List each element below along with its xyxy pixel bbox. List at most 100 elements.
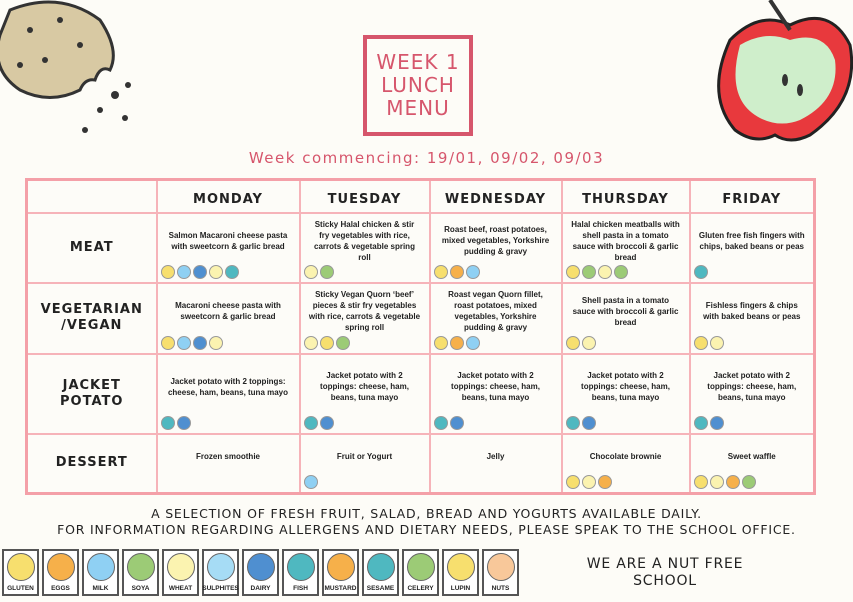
- gluten-icon: [433, 264, 448, 279]
- gluten-icon: [160, 264, 175, 279]
- menu-cell: Fishless fingers & chips with baked bean…: [688, 281, 816, 355]
- fish-icon: [160, 415, 175, 430]
- eggs-icon: [449, 264, 464, 279]
- legend-item-soya: SOYA: [122, 549, 159, 596]
- gluten-icon: [160, 335, 175, 350]
- dish-text: Fruit or Yogurt: [336, 451, 393, 461]
- legend-item-mustard: MUSTARD: [322, 549, 359, 596]
- gluten-icon: [6, 553, 35, 581]
- gluten-icon: [433, 335, 448, 350]
- legend-label: DAIRY: [250, 585, 271, 592]
- legend-label: FISH: [293, 585, 308, 592]
- dish-text: Fishless fingers & chips with baked bean…: [703, 301, 801, 321]
- dish-text: Chocolate brownie: [589, 451, 662, 461]
- legend-item-fish: FISH: [282, 549, 319, 596]
- legend-item-nuts: NUTS: [482, 549, 519, 596]
- nut-free-notice: WE ARE A NUT FREE SCHOOL: [586, 556, 744, 589]
- legend-label: LUPIN: [450, 585, 471, 592]
- wheat-icon: [581, 475, 596, 489]
- dish-text: Salmon Macaroni cheese pasta with sweetc…: [168, 230, 288, 251]
- soya-icon: [126, 553, 155, 581]
- dairy-icon: [449, 415, 464, 430]
- milk-icon: [176, 264, 191, 279]
- wheat-icon: [709, 475, 724, 489]
- legend-label: EGGS: [51, 585, 70, 592]
- dish-text: Halal chicken meatballs with shell pasta…: [571, 219, 680, 262]
- day-header: FRIDAY: [688, 178, 816, 214]
- gluten-icon: [565, 264, 580, 279]
- gluten-icon: [319, 335, 334, 350]
- milk-icon: [465, 264, 480, 279]
- legend-label: CELERY: [407, 585, 434, 592]
- corner-cell: [25, 178, 158, 214]
- wheat-icon: [166, 553, 195, 581]
- legend-item-dairy: DAIRY: [242, 549, 279, 596]
- fish-icon: [693, 264, 708, 279]
- dairy-icon: [176, 415, 191, 430]
- legend-item-gluten: GLUTEN: [2, 549, 39, 596]
- row-header: MEAT: [25, 211, 158, 284]
- menu-cell: Salmon Macaroni cheese pasta with sweetc…: [155, 211, 301, 284]
- fish-icon: [433, 415, 448, 430]
- eggs-icon: [449, 335, 464, 350]
- legend-item-sulphites: SULPHITES: [202, 549, 239, 596]
- soya-icon: [741, 475, 756, 489]
- day-header: MONDAY: [155, 178, 301, 214]
- menu-cell: Jacket potato with 2 toppings: cheese, h…: [155, 352, 301, 435]
- menu-cell: Fruit or Yogurt: [298, 432, 431, 495]
- soya-icon: [581, 264, 596, 279]
- legend-label: NUTS: [491, 585, 510, 592]
- soya-icon: [335, 335, 350, 350]
- nuts-icon: [486, 553, 515, 581]
- wheat-icon: [581, 335, 596, 350]
- dish-text: Jacket potato with 2 toppings: cheese, h…: [167, 376, 289, 397]
- menu-row: JACKET POTATO Jacket potato with 2 toppin…: [25, 352, 816, 435]
- legend-label: MILK: [92, 585, 109, 592]
- cookie-illustration: [0, 0, 131, 133]
- milk-icon: [303, 475, 318, 489]
- dish-text: Jacket potato with 2 toppings: cheese, h…: [451, 371, 540, 402]
- wheat-icon: [709, 335, 724, 350]
- apple-illustration: [717, 0, 853, 142]
- menu-cell: Jacket potato with 2 toppings: cheese, h…: [298, 352, 431, 435]
- dairy-icon: [709, 415, 724, 430]
- fish-icon: [693, 415, 708, 430]
- menu-cell: Roast beef, roast potatoes, mixed vegeta…: [428, 211, 563, 284]
- mustard-icon: [326, 553, 355, 581]
- legend-item-lupin: LUPIN: [442, 549, 479, 596]
- dairy-icon: [192, 335, 207, 350]
- dairy-icon: [192, 264, 207, 279]
- day-header: THURSDAY: [560, 178, 691, 214]
- menu-cell: Sweet waffle: [688, 432, 816, 495]
- dish-text: Shell pasta in a tomato sauce with brocc…: [572, 295, 679, 327]
- legend-label: GLUTEN: [7, 585, 34, 592]
- dish-text: Gluten free fish fingers with chips, bak…: [698, 230, 805, 251]
- wheat-icon: [597, 264, 612, 279]
- dish-text: Jacket potato with 2 toppings: cheese, h…: [320, 371, 409, 402]
- info-line: FOR INFORMATION REGARDING ALLERGENS AND …: [57, 522, 796, 537]
- day-header: WEDNESDAY: [428, 178, 563, 214]
- fish-icon: [303, 415, 318, 430]
- menu-cell: Halal chicken meatballs with shell pasta…: [560, 211, 691, 284]
- eggs-icon: [46, 553, 75, 581]
- milk-icon: [86, 553, 115, 581]
- milk-icon: [176, 335, 191, 350]
- dish-text: Sticky Halal chicken & stir fry vegetabl…: [314, 219, 415, 262]
- info-text: A SELECTION OF FRESH FRUIT, SALAD, BREAD…: [0, 506, 853, 538]
- week-commencing: Week commencing: 19/01, 09/02, 09/03: [248, 149, 605, 167]
- dish-text: Frozen smoothie: [195, 451, 260, 461]
- menu-cell: Chocolate brownie: [560, 432, 691, 495]
- info-line: A SELECTION OF FRESH FRUIT, SALAD, BREAD…: [151, 506, 702, 521]
- legend-label: SULPHITES: [202, 585, 239, 592]
- dish-text: Roast vegan Quorn fillet, roast potatoes…: [448, 290, 543, 332]
- menu-cell: Macaroni cheese pasta with sweetcorn & g…: [155, 281, 301, 355]
- legend-item-eggs: EGGS: [42, 549, 79, 596]
- legend-label: SOYA: [131, 585, 150, 592]
- soya-icon: [319, 264, 334, 279]
- allergen-legend: GLUTEN EGGS MILK SOYA WHEAT SULPHITES DAIRY FIS…: [2, 549, 519, 596]
- day-header: TUESDAY: [298, 178, 431, 214]
- gluten-icon: [565, 475, 580, 489]
- legend-label: WHEAT: [168, 585, 193, 592]
- wheat-icon: [303, 335, 318, 350]
- menu-cell: Gluten free fish fingers with chips, bak…: [688, 211, 816, 284]
